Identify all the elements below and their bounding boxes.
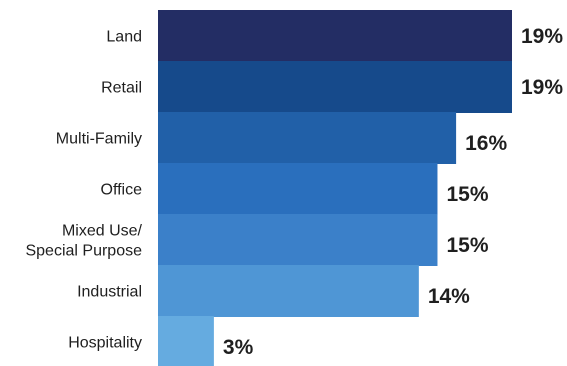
bar-3 (158, 163, 438, 215)
value-label-5: 14% (428, 285, 470, 308)
bar-1 (158, 61, 512, 113)
bar-5 (158, 265, 419, 317)
bar-2 (158, 112, 457, 164)
category-label-4: Mixed Use/Special Purpose (25, 223, 142, 260)
category-labels-group: Land Retail Multi-Family Office Mixed Use/Sp… (25, 29, 142, 352)
bar-4 (158, 214, 438, 266)
category-label-line: Office (101, 182, 143, 199)
bar-6 (158, 316, 214, 366)
value-label-4: 15% (446, 234, 488, 257)
bar-0 (158, 10, 512, 62)
value-label-6: 3% (223, 336, 254, 359)
category-label-6: Hospitality (68, 335, 142, 352)
value-label-3: 15% (446, 183, 488, 206)
category-label-0: Land (106, 29, 142, 46)
value-label-1: 19% (521, 76, 563, 99)
value-label-0: 19% (521, 25, 563, 48)
category-label-1: Retail (101, 80, 142, 97)
category-label-line: Mixed Use/ (62, 223, 143, 240)
category-label-3: Office (101, 182, 143, 199)
category-label-2: Multi-Family (56, 131, 142, 148)
category-label-line: Retail (101, 80, 142, 97)
value-labels-group: 19% 19% 16% 15% 15% 14% 3% (223, 25, 563, 359)
category-label-line: Hospitality (68, 335, 142, 352)
category-label-line: Special Purpose (25, 243, 142, 260)
category-label-line: Land (106, 29, 142, 46)
category-label-5: Industrial (77, 284, 142, 301)
category-label-line: Multi-Family (56, 131, 142, 148)
value-label-2: 16% (465, 132, 507, 155)
category-label-line: Industrial (77, 284, 142, 301)
bars-group (158, 10, 512, 366)
